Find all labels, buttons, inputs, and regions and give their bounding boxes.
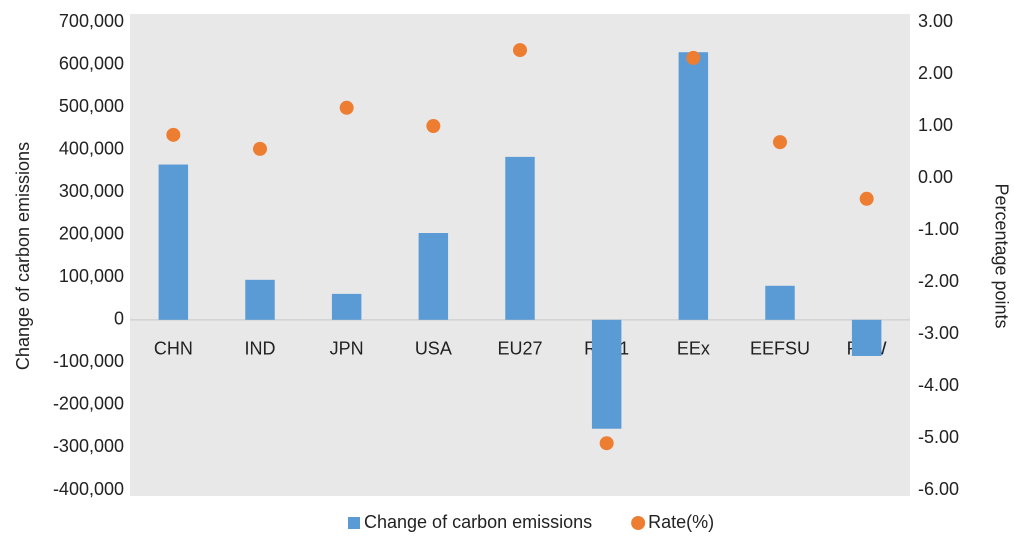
x-tick-label: IND: [245, 339, 276, 359]
x-tick-label: EU27: [497, 339, 542, 359]
dot: [253, 141, 267, 156]
bar: [678, 52, 709, 320]
y-tick-label: -400,000: [53, 479, 124, 499]
dot: [686, 50, 701, 65]
bar: [331, 293, 362, 320]
bar: [158, 164, 189, 320]
y2-axis-label: Percentage points: [991, 183, 1011, 328]
legend-label: Change of carbon emissions: [364, 512, 592, 532]
x-tick-label: CHN: [154, 339, 193, 359]
dot: [773, 135, 787, 150]
y2-tick-label: -2.00: [918, 271, 959, 291]
x-tick-label: USA: [415, 339, 452, 359]
dot: [426, 119, 441, 133]
y-tick-label: -300,000: [53, 436, 124, 456]
dot: [599, 436, 614, 451]
y2-tick-label: -6.00: [918, 479, 959, 499]
y2-tick-label: -4.00: [918, 375, 959, 395]
bar: [418, 233, 449, 320]
bar: [245, 279, 275, 320]
y-tick-label: 600,000: [59, 53, 124, 73]
dot: [513, 43, 527, 58]
y-tick-label: -100,000: [53, 351, 124, 371]
y-tick-label: 700,000: [59, 11, 124, 31]
y-tick-label: 0: [114, 309, 124, 329]
legend-label: Rate(%): [648, 512, 714, 532]
x-tick-label: EEx: [677, 339, 710, 359]
legend-marker: [348, 517, 360, 529]
y-tick-label: 200,000: [59, 223, 124, 243]
y2-tick-label: 3.00: [918, 11, 953, 31]
dot: [339, 100, 354, 115]
x-tick-label: EEFSU: [750, 339, 810, 359]
dot: [859, 191, 874, 206]
bar: [851, 319, 882, 356]
y2-tick-label: 2.00: [918, 63, 953, 83]
y-tick-label: 400,000: [59, 138, 124, 158]
y2-tick-label: -1.00: [918, 219, 959, 239]
y-tick-label: 300,000: [59, 181, 124, 201]
y2-tick-label: 0.00: [918, 167, 953, 187]
y-tick-label: 500,000: [59, 96, 124, 116]
y-tick-label: 100,000: [59, 266, 124, 286]
bar: [591, 319, 622, 429]
y-tick-label: -200,000: [53, 394, 124, 414]
y2-tick-label: -5.00: [918, 427, 959, 447]
bar: [505, 156, 535, 320]
x-tick-label: JPN: [330, 339, 364, 359]
y2-tick-label: 1.00: [918, 115, 953, 135]
dot: [166, 127, 181, 142]
bar: [765, 285, 795, 320]
y-axis-label: Change of carbon emissions: [13, 142, 33, 370]
y2-tick-label: -3.00: [918, 323, 959, 343]
legend-marker: [631, 516, 646, 530]
